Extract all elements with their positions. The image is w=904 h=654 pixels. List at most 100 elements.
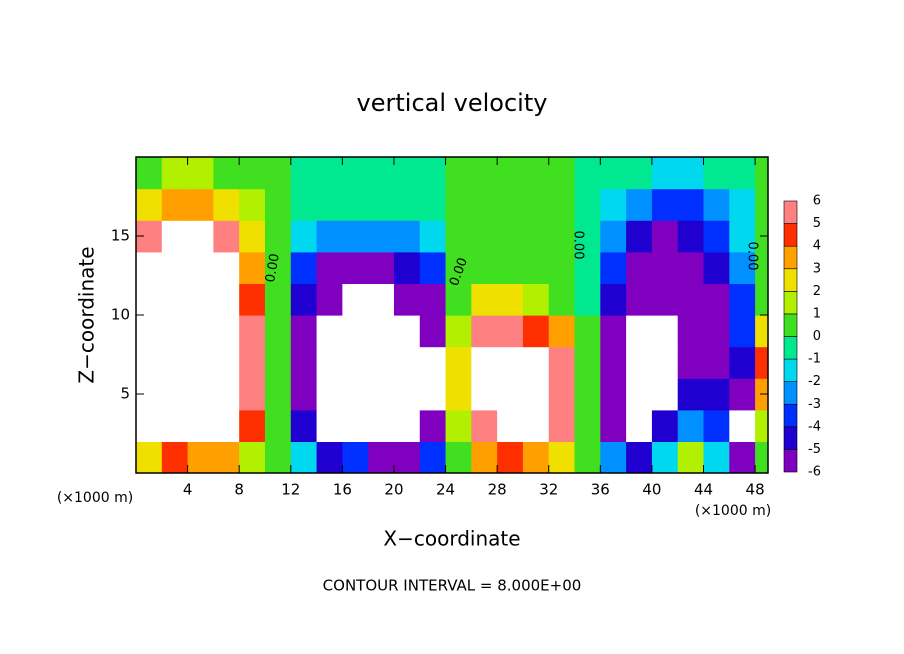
field-cell xyxy=(316,283,343,316)
field-cell xyxy=(290,251,318,284)
field-cell xyxy=(497,315,524,348)
field-cell xyxy=(729,251,756,284)
field-cell xyxy=(755,441,768,473)
field-cell xyxy=(729,378,756,411)
field-cell xyxy=(419,378,447,411)
field-cell xyxy=(393,409,421,442)
field-cell xyxy=(574,283,601,316)
field-cell xyxy=(213,220,240,253)
field-cell xyxy=(187,220,214,253)
field-cell xyxy=(264,220,292,253)
field-cell xyxy=(651,283,679,316)
field-cell xyxy=(342,346,369,379)
field-cell xyxy=(342,220,369,253)
field-cell xyxy=(239,283,266,316)
field-cell xyxy=(136,346,163,379)
field-cell xyxy=(264,315,292,348)
field-cell xyxy=(574,441,601,473)
field-cell xyxy=(213,251,240,284)
field-cell xyxy=(445,315,472,348)
x-unit-label: (×1000 m) xyxy=(695,503,771,519)
field-cell xyxy=(703,315,730,348)
field-cell xyxy=(264,251,292,284)
field-cell xyxy=(445,188,472,221)
field-cell xyxy=(316,378,343,411)
field-cell xyxy=(316,220,343,253)
x-tick-label: 48 xyxy=(746,481,765,499)
field-cell xyxy=(703,188,730,221)
field-cell xyxy=(368,251,395,284)
field-cell xyxy=(239,441,266,473)
field-cell xyxy=(574,346,601,379)
field-cell xyxy=(548,188,576,221)
x-tick-label: 20 xyxy=(384,481,403,499)
field-cell xyxy=(368,157,395,190)
x-unit-label: (×1000 m) xyxy=(57,490,133,506)
field-cell xyxy=(445,378,472,411)
field-cell xyxy=(161,346,189,379)
field-cell xyxy=(471,315,498,348)
field-cell xyxy=(651,378,679,411)
field-cell xyxy=(600,220,627,253)
field-cell xyxy=(419,188,447,221)
field-cell xyxy=(626,409,653,442)
field-cell xyxy=(729,188,756,221)
field-cell xyxy=(290,346,318,379)
field-cell xyxy=(522,378,550,411)
field-cell xyxy=(755,315,768,348)
field-cell xyxy=(651,157,679,190)
field-cell xyxy=(729,346,756,379)
field-cell xyxy=(497,188,524,221)
field-cell xyxy=(677,441,705,473)
field-cell xyxy=(497,409,524,442)
field-cell xyxy=(445,409,472,442)
field-cell xyxy=(600,251,627,284)
field-cell xyxy=(703,409,730,442)
field-cell xyxy=(213,315,240,348)
field-cell xyxy=(368,378,395,411)
field-cell xyxy=(342,188,369,221)
colorbar-label: -1 xyxy=(808,352,821,367)
x-tick-label: 12 xyxy=(281,481,300,499)
field-cell xyxy=(651,346,679,379)
field-cell xyxy=(393,315,421,348)
field-cell xyxy=(393,346,421,379)
chart-title: vertical velocity xyxy=(357,89,548,117)
field-cell xyxy=(368,188,395,221)
field-cell xyxy=(342,409,369,442)
colorbar-label: -2 xyxy=(808,374,821,389)
field-cell xyxy=(703,346,730,379)
field-cell xyxy=(651,220,679,253)
field-cell xyxy=(522,220,550,253)
colorbar-swatch xyxy=(783,268,798,292)
field-cell xyxy=(290,188,318,221)
field-cell xyxy=(729,283,756,316)
field-cell xyxy=(187,157,214,190)
y-tick-label: 10 xyxy=(111,306,130,324)
field-cell xyxy=(393,220,421,253)
x-tick-label: 40 xyxy=(642,481,661,499)
colorbar-swatch xyxy=(783,336,798,360)
field-cell xyxy=(136,315,163,348)
field-cell xyxy=(471,157,498,190)
colorbar-label: -5 xyxy=(808,442,821,457)
field-cell xyxy=(187,409,214,442)
field-cell xyxy=(677,283,705,316)
colorbar-swatch xyxy=(783,291,798,315)
colorbar-swatch xyxy=(783,449,798,473)
field-cell xyxy=(161,251,189,284)
field-cell xyxy=(419,346,447,379)
field-cell xyxy=(677,220,705,253)
field-cell xyxy=(316,409,343,442)
field-cell xyxy=(136,409,163,442)
field-cell xyxy=(703,251,730,284)
field-cell xyxy=(626,220,653,253)
field-cell xyxy=(264,409,292,442)
field-cell xyxy=(239,188,266,221)
field-cell xyxy=(419,220,447,253)
field-cell xyxy=(264,441,292,473)
field-cell xyxy=(264,378,292,411)
field-cell xyxy=(600,409,627,442)
field-cell xyxy=(574,315,601,348)
field-cell xyxy=(755,157,768,190)
